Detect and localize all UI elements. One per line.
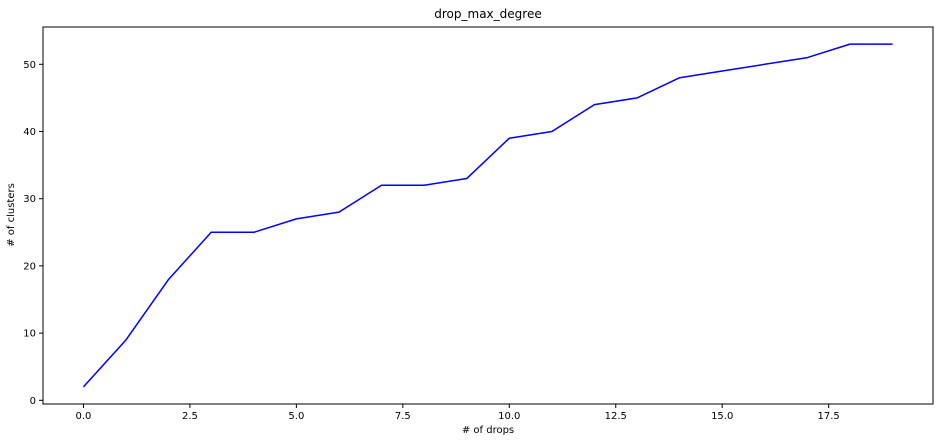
y-tick-label: 40 xyxy=(23,127,36,138)
y-tick-label: 0 xyxy=(30,396,36,407)
y-axis-label: # of clusters xyxy=(6,183,17,247)
x-tick-label: 12.5 xyxy=(605,411,627,422)
x-axis-label: # of drops xyxy=(462,425,514,436)
y-tick-label: 50 xyxy=(23,60,36,71)
y-tick-label: 20 xyxy=(23,261,36,272)
x-tick-label: 0.0 xyxy=(76,411,92,422)
plot-frame xyxy=(42,26,934,405)
x-tick-label: 2.5 xyxy=(182,411,198,422)
x-tick-label: 7.5 xyxy=(395,411,411,422)
y-axis: 0 10 20 30 40 50 xyxy=(23,60,43,407)
y-tick-label: 30 xyxy=(23,194,36,205)
x-tick-label: 15.0 xyxy=(711,411,733,422)
plot-area xyxy=(42,26,934,405)
x-tick-label: 5.0 xyxy=(288,411,304,422)
x-tick-label: 10.0 xyxy=(498,411,520,422)
x-tick-label: 17.5 xyxy=(818,411,840,422)
series-line xyxy=(82,43,893,388)
x-axis: 0.0 2.5 5.0 7.5 10.0 12.5 15.0 17.5 xyxy=(76,404,840,422)
chart-title: drop_max_degree xyxy=(434,7,541,21)
series-layer xyxy=(82,43,893,388)
y-tick-label: 10 xyxy=(23,329,36,340)
